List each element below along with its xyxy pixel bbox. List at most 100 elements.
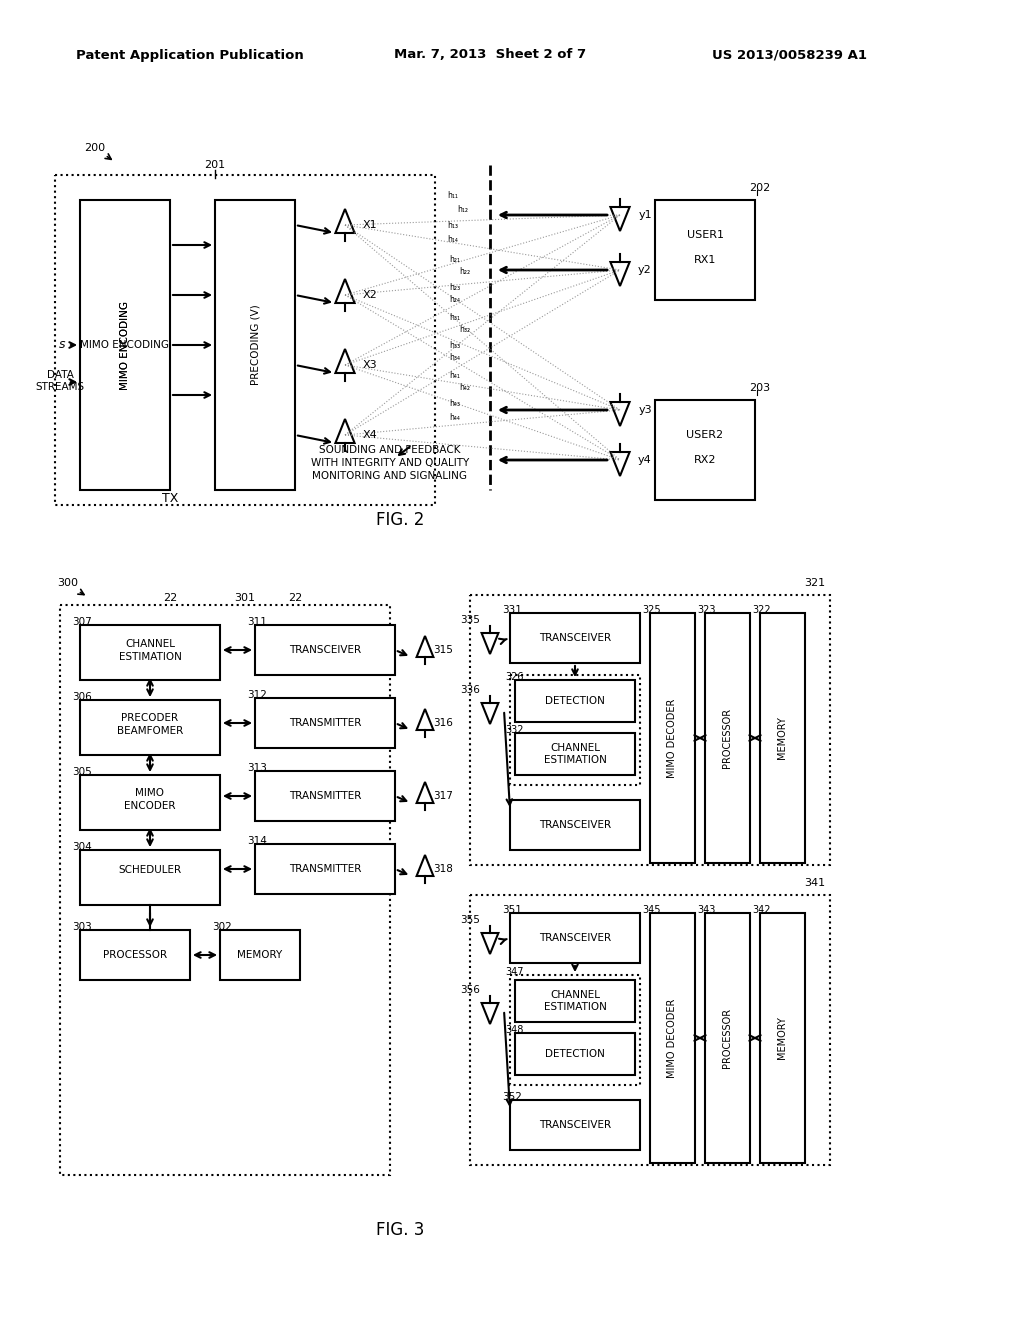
Text: 343: 343	[697, 906, 716, 915]
Text: MEMORY: MEMORY	[777, 717, 787, 759]
Text: SOUNDING AND FEEDBACK: SOUNDING AND FEEDBACK	[319, 445, 461, 455]
Bar	[510, 800, 640, 850]
Text: h₃₄: h₃₄	[450, 354, 461, 363]
Text: PRECODER: PRECODER	[122, 713, 178, 723]
Text: USER2: USER2	[686, 430, 724, 440]
Text: PROCESSOR: PROCESSOR	[722, 708, 732, 768]
Text: TRANSCEIVER: TRANSCEIVER	[539, 1119, 611, 1130]
Text: h₃₁: h₃₁	[450, 313, 461, 322]
Text: Patent Application Publication: Patent Application Publication	[76, 49, 304, 62]
Text: 301: 301	[234, 593, 256, 603]
Text: MEMORY: MEMORY	[238, 950, 283, 960]
Text: 326: 326	[506, 672, 524, 682]
Text: h₃₃: h₃₃	[450, 341, 461, 350]
Text: 356: 356	[460, 985, 480, 995]
Text: 355: 355	[460, 915, 480, 925]
Text: TRANSCEIVER: TRANSCEIVER	[539, 634, 611, 643]
Bar	[510, 1100, 640, 1150]
Text: 352: 352	[502, 1092, 522, 1102]
Text: PRECODING (V): PRECODING (V)	[250, 305, 260, 385]
Text: h₂₃: h₂₃	[450, 282, 461, 292]
Text: FIG. 2: FIG. 2	[376, 511, 424, 529]
Text: 314: 314	[247, 836, 267, 846]
Bar	[80, 931, 190, 979]
Text: US 2013/0058239 A1: US 2013/0058239 A1	[713, 49, 867, 62]
Bar	[655, 201, 755, 300]
Text: h₁₄: h₁₄	[447, 235, 459, 244]
Bar	[80, 624, 220, 680]
Text: DATA: DATA	[46, 370, 74, 380]
Text: ESTIMATION: ESTIMATION	[544, 1002, 606, 1012]
Text: 347: 347	[506, 968, 524, 977]
Text: 313: 313	[247, 763, 267, 774]
Text: 325: 325	[643, 605, 662, 615]
Bar	[510, 675, 640, 785]
Text: h₂₄: h₂₄	[450, 296, 461, 305]
Bar	[760, 913, 805, 1163]
Text: SCHEDULER: SCHEDULER	[119, 865, 181, 875]
Text: h₄₂: h₄₂	[460, 384, 470, 392]
Bar	[515, 979, 635, 1022]
Text: 305: 305	[72, 767, 92, 777]
Text: TRANSMITTER: TRANSMITTER	[289, 791, 361, 801]
Bar	[470, 595, 830, 865]
Text: 303: 303	[72, 921, 92, 932]
Text: 317: 317	[433, 791, 453, 801]
Text: TRANSMITTER: TRANSMITTER	[289, 865, 361, 874]
Text: 312: 312	[247, 690, 267, 700]
Text: MONITORING AND SIGNALING: MONITORING AND SIGNALING	[312, 471, 468, 480]
Text: MIMO: MIMO	[135, 788, 165, 799]
Text: Mar. 7, 2013  Sheet 2 of 7: Mar. 7, 2013 Sheet 2 of 7	[394, 49, 586, 62]
Text: MIMO ENCODING: MIMO ENCODING	[120, 301, 130, 389]
Text: h₁₁: h₁₁	[447, 190, 459, 199]
Bar	[650, 612, 695, 863]
Text: 331: 331	[502, 605, 522, 615]
Text: 318: 318	[433, 865, 453, 874]
Text: 351: 351	[502, 906, 522, 915]
Text: MEMORY: MEMORY	[777, 1016, 787, 1060]
Text: y4: y4	[638, 455, 652, 465]
Text: X1: X1	[362, 220, 377, 230]
Text: 304: 304	[72, 842, 92, 851]
Bar	[80, 700, 220, 755]
Bar	[515, 733, 635, 775]
Bar	[255, 698, 395, 748]
Text: CHANNEL: CHANNEL	[550, 743, 600, 752]
Text: h₁₃: h₁₃	[447, 220, 459, 230]
Bar	[80, 201, 170, 490]
Text: 322: 322	[753, 605, 771, 615]
Text: TRANSMITTER: TRANSMITTER	[289, 718, 361, 729]
Bar	[655, 400, 755, 500]
Text: y3: y3	[638, 405, 652, 414]
Text: X4: X4	[362, 430, 378, 440]
Text: h₂₂: h₂₂	[460, 268, 471, 276]
Text: 302: 302	[212, 921, 231, 932]
Text: 307: 307	[72, 616, 92, 627]
Text: PROCESSOR: PROCESSOR	[103, 950, 167, 960]
Text: PROCESSOR: PROCESSOR	[722, 1008, 732, 1068]
Text: 311: 311	[247, 616, 267, 627]
Text: 201: 201	[205, 160, 225, 170]
Text: 323: 323	[697, 605, 716, 615]
Bar	[515, 1034, 635, 1074]
Bar	[705, 612, 750, 863]
Text: 315: 315	[433, 645, 453, 655]
Bar	[510, 612, 640, 663]
Text: TX: TX	[162, 491, 178, 504]
Text: 321: 321	[804, 578, 825, 587]
Text: 300: 300	[57, 578, 79, 587]
Text: s: s	[58, 338, 66, 351]
Text: CHANNEL: CHANNEL	[550, 990, 600, 1001]
Text: TRANSCEIVER: TRANSCEIVER	[539, 933, 611, 942]
Bar	[60, 605, 390, 1175]
Text: h₄₄: h₄₄	[450, 413, 461, 422]
Bar	[510, 975, 640, 1085]
Text: h₁₂: h₁₂	[458, 206, 469, 214]
Bar	[470, 895, 830, 1166]
Text: ESTIMATION: ESTIMATION	[544, 755, 606, 766]
Text: 203: 203	[750, 383, 771, 393]
Bar	[760, 612, 805, 863]
Text: USER1: USER1	[686, 230, 724, 240]
Text: FIG. 3: FIG. 3	[376, 1221, 424, 1239]
Text: 345: 345	[643, 906, 662, 915]
